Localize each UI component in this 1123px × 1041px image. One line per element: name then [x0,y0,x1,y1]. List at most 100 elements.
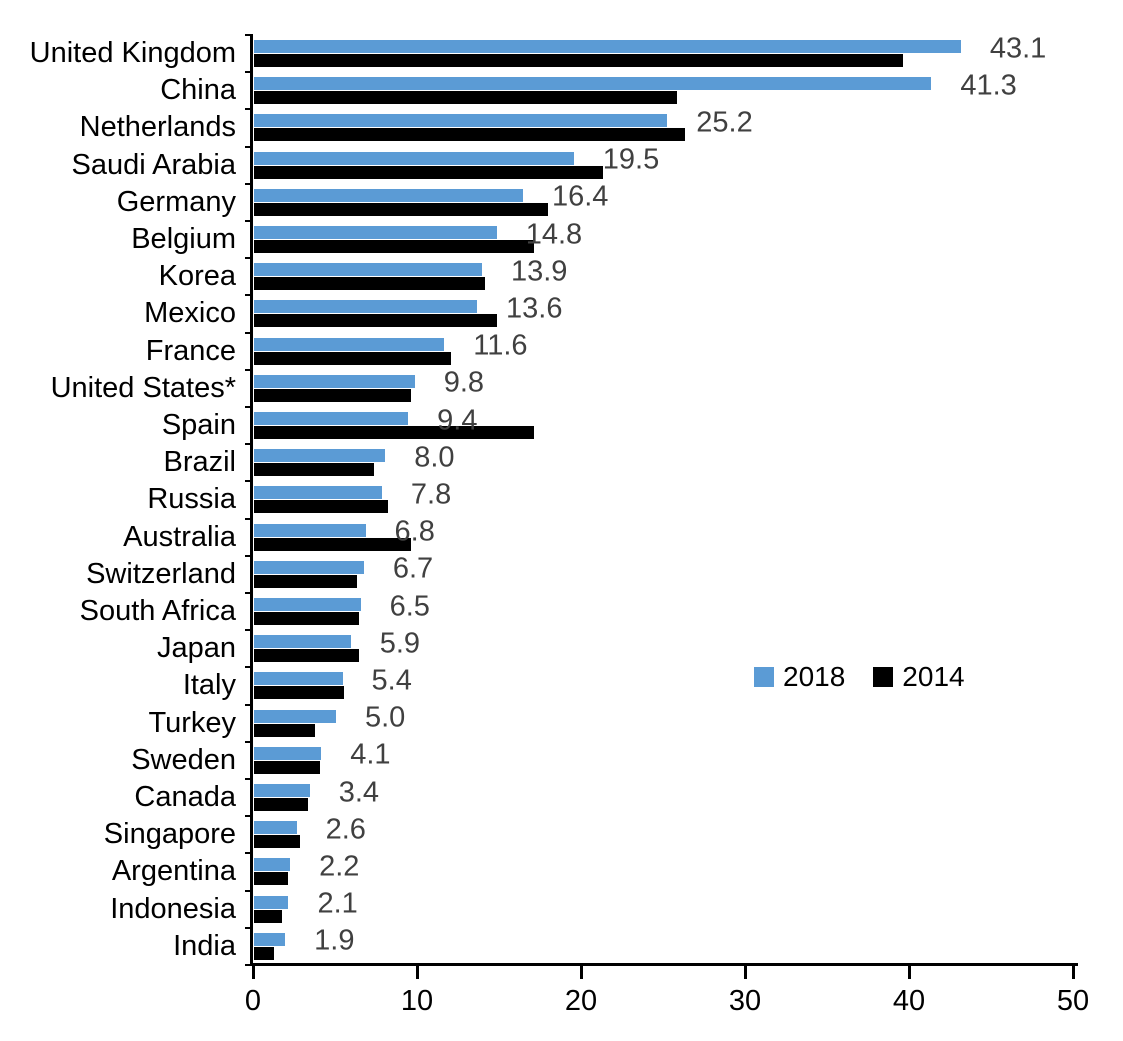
category-label: Russia [147,483,236,516]
value-label: 6.8 [394,515,435,548]
category-label: Japan [156,632,236,665]
bar-2014 [254,760,320,774]
bar-2018 [254,114,668,128]
value-label: 16.4 [551,180,609,213]
category-label: Belgium [131,223,236,256]
bar-2014 [254,723,315,737]
y-axis-tick [245,889,253,892]
bar-2018 [254,188,523,202]
value-label: 1.9 [314,924,355,957]
y-axis-tick [245,666,253,669]
y-axis-tick [245,778,253,780]
category-label: France [145,334,236,367]
category-label: Spain [161,409,236,442]
category-label: Italy [182,669,236,702]
x-axis-tick [907,966,911,979]
bar-2018 [254,560,364,574]
value-label: 9.8 [443,366,485,399]
value-label: 3.4 [338,776,380,808]
legend-swatch-2018 [754,667,774,687]
y-axis-tick [245,926,253,929]
bar-2014 [254,872,289,886]
category-label: Australia [123,520,236,553]
category-label: United States* [50,371,236,404]
category-label: Mexico [144,297,236,330]
bar-2018 [254,523,366,537]
category-label: United Kingdom [29,37,236,70]
x-axis-line [250,963,1078,966]
value-label: 6.7 [392,552,434,585]
bar-2014 [254,686,345,700]
value-label: 14.8 [525,218,583,250]
x-axis-tick [743,966,747,979]
x-axis-tick-label: 20 [564,985,598,1017]
value-label: 9.4 [437,404,478,436]
legend: 2018 2014 [754,661,965,693]
category-label: Singapore [103,818,236,851]
bar-2018 [254,821,297,835]
y-axis-tick [245,964,253,966]
value-label: 6.5 [389,590,430,622]
category-label: Indonesia [110,892,236,925]
x-axis-tick [1071,966,1075,979]
bar-2014 [254,277,486,291]
y-axis-tick [245,554,253,557]
y-axis-tick [245,220,253,222]
category-label: Canada [134,781,236,814]
y-axis-tick [245,443,253,446]
bar-2018 [254,635,351,649]
y-axis-tick [245,629,253,632]
value-label: 2.2 [319,850,360,883]
bar-2014 [254,649,359,663]
y-axis-line [250,35,253,965]
y-axis-tick [245,331,253,334]
x-axis-tick-label: 10 [400,985,434,1017]
bar-2014 [254,463,374,477]
y-axis-tick [245,257,253,260]
value-label: 5.9 [379,627,421,660]
y-axis-tick [245,34,253,36]
category-label: Turkey [148,706,236,739]
bar-2018 [254,77,932,91]
y-axis-tick [245,480,253,483]
x-axis-tick-label: 30 [728,985,762,1017]
bar-2014 [254,537,412,551]
value-label: 19.5 [602,143,660,176]
bar-2018 [254,374,415,388]
x-axis-tick [415,966,419,979]
bar-2018 [254,858,291,872]
bar-2014 [254,909,282,923]
bar-2014 [254,240,535,253]
bar-2014 [254,165,604,179]
y-axis-tick [245,703,253,706]
value-label: 43.1 [989,32,1047,64]
bar-2014 [254,500,389,514]
category-label: Saudi Arabia [71,148,236,181]
bar-2014 [254,835,300,849]
bar-2018 [254,449,386,463]
y-axis-tick [245,592,253,594]
bar-2018 [254,895,289,909]
value-label: 13.9 [510,255,568,288]
value-label: 5.4 [371,664,412,697]
y-axis-tick [245,815,253,818]
y-axis-tick [245,145,253,148]
y-axis-tick [245,852,253,855]
x-axis-tick-label: 0 [244,985,262,1017]
bar-2014 [254,54,904,67]
y-axis-tick [245,182,253,185]
category-label: India [173,929,236,962]
legend-label-2014: 2014 [902,661,965,692]
x-axis-tick-label: 50 [1056,985,1090,1017]
value-label: 13.6 [506,292,563,325]
value-label: 8.0 [414,441,455,474]
bar-2014 [254,202,548,216]
bar-2018 [254,40,961,53]
bar-2018 [254,672,343,686]
bar-2018 [254,412,409,425]
value-label: 7.8 [410,478,452,511]
bar-2014 [254,574,358,588]
category-label: Switzerland [86,557,236,590]
bar-2014 [254,351,451,365]
y-axis-tick [245,406,253,408]
